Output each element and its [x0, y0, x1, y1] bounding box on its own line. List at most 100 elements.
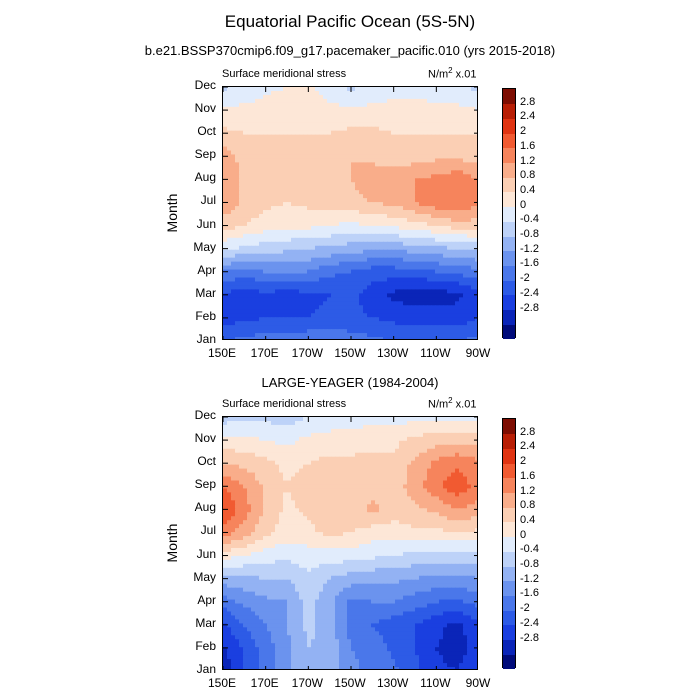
heatmap-cell — [347, 178, 352, 183]
heatmap-cell — [283, 436, 288, 442]
heatmap-cell — [255, 424, 260, 430]
heatmap-cell — [267, 313, 272, 318]
heatmap-cell — [335, 118, 340, 124]
heatmap-cell — [323, 206, 328, 211]
heatmap-cell — [315, 233, 320, 239]
heatmap-cell — [443, 202, 448, 207]
heatmap-cell — [447, 273, 452, 279]
heatmap-cell — [451, 305, 456, 310]
heatmap-cell — [367, 150, 372, 156]
heatmap-cell — [407, 329, 412, 334]
heatmap-cell — [451, 126, 456, 132]
heatmap-cell — [227, 261, 232, 267]
heatmap-cell — [263, 285, 268, 291]
heatmap-cell — [271, 146, 276, 152]
heatmap-cell — [415, 158, 420, 164]
heatmap-cell — [427, 154, 432, 160]
heatmap-cell — [419, 158, 424, 164]
heatmap-cell — [311, 309, 316, 314]
heatmap-cell — [411, 118, 416, 124]
heatmap-cell — [403, 221, 408, 227]
heatmap-cell — [295, 182, 300, 187]
heatmap-cell — [339, 428, 344, 434]
heatmap-cell — [387, 337, 392, 339]
heatmap-cell — [307, 289, 312, 294]
heatmap-cell — [311, 289, 316, 294]
heatmap-cell — [431, 428, 436, 434]
heatmap-cell — [463, 285, 468, 291]
heatmap-cell — [243, 249, 248, 255]
heatmap-cell — [415, 281, 420, 287]
heatmap-cell — [251, 249, 256, 255]
heatmap-cell — [339, 94, 344, 100]
heatmap-cell — [251, 194, 256, 199]
heatmap-cell — [323, 329, 328, 334]
heatmap-cell — [439, 460, 444, 466]
heatmap-cell — [367, 249, 372, 255]
heatmap-cell — [315, 221, 320, 227]
heatmap-cell — [399, 313, 404, 318]
heatmap-cell — [471, 293, 476, 298]
heatmap-cell — [243, 317, 248, 322]
heatmap-cell — [351, 456, 356, 462]
heatmap-cell — [263, 428, 268, 434]
heatmap-cell — [471, 273, 476, 279]
heatmap-cell — [387, 301, 392, 306]
heatmap-cell — [359, 313, 364, 318]
heatmap-cell — [455, 158, 460, 164]
heatmap-cell — [283, 202, 288, 207]
heatmap-cell — [387, 257, 392, 263]
heatmap-cell — [267, 98, 272, 104]
heatmap-cell — [263, 440, 268, 446]
heatmap-cell — [399, 221, 404, 227]
heatmap-cell — [383, 130, 388, 136]
heatmap-cell — [459, 313, 464, 318]
heatmap-cell — [443, 154, 448, 160]
heatmap-cell — [227, 190, 232, 195]
heatmap-cell — [455, 261, 460, 267]
heatmap-cell — [383, 428, 388, 434]
heatmap-cell — [439, 229, 444, 235]
heatmap-cell — [427, 325, 432, 330]
heatmap-cell — [431, 210, 436, 215]
heatmap-cell — [275, 321, 280, 326]
heatmap-cell — [247, 460, 252, 466]
heatmap-cell — [375, 150, 380, 156]
heatmap-cell — [387, 186, 392, 191]
heatmap-cell — [435, 198, 440, 203]
heatmap-cell — [371, 289, 376, 294]
heatmap-cell — [259, 182, 264, 187]
heatmap-cell — [399, 253, 404, 259]
heatmap-cell — [471, 249, 476, 255]
heatmap-cell — [379, 186, 384, 191]
heatmap-cell — [451, 333, 456, 338]
heatmap-cell — [287, 325, 292, 330]
heatmap-cell — [387, 289, 392, 294]
heatmap-cell — [439, 277, 444, 283]
heatmap-cell — [383, 436, 388, 442]
heatmap-cell — [371, 432, 376, 438]
y-tick-label: Jan — [196, 332, 216, 346]
heatmap-cell — [275, 253, 280, 259]
heatmap-cell — [475, 333, 477, 338]
heatmap-cell — [319, 106, 324, 112]
heatmap-cell — [355, 229, 360, 235]
heatmap-cell — [231, 452, 236, 458]
heatmap-cell — [267, 186, 272, 191]
heatmap-cell — [251, 321, 256, 326]
heatmap-cell — [371, 126, 376, 132]
heatmap-cell — [427, 313, 432, 318]
heatmap-cell — [455, 277, 460, 283]
heatmap-cell — [379, 249, 384, 255]
heatmap-cell — [335, 178, 340, 183]
heatmap-cell — [347, 229, 352, 235]
heatmap-cell — [247, 420, 252, 426]
heatmap-cell — [435, 178, 440, 183]
heatmap-cell — [339, 221, 344, 227]
heatmap-cell — [367, 225, 372, 231]
heatmap-cell — [299, 285, 304, 291]
heatmap-cell — [411, 225, 416, 231]
heatmap-cell — [387, 253, 392, 259]
heatmap-cell — [247, 118, 252, 124]
heatmap-cell — [235, 313, 240, 318]
